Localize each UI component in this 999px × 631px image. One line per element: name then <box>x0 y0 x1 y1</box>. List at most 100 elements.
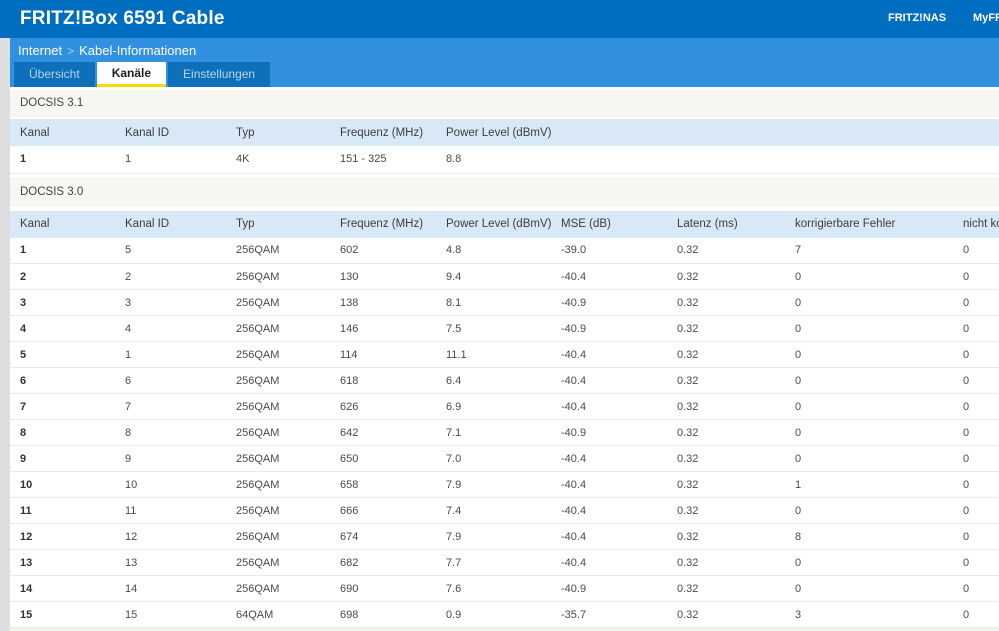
table-row: 7 7 256QAM 626 6.9 -40.4 0.32 0 0 <box>10 393 999 420</box>
cell: 4.8 <box>446 244 462 257</box>
cell: 0 <box>963 296 970 309</box>
table-row: 13 13 256QAM 682 7.7 -40.4 0.32 0 0 <box>10 549 999 576</box>
cell-kanal: 6 <box>20 374 27 387</box>
tab-uebersicht[interactable]: Übersicht <box>14 62 95 87</box>
table-row: 5 1 256QAM 114 11.1 -40.4 0.32 0 0 <box>10 341 999 368</box>
cell: 4K <box>236 153 250 166</box>
cell-kanal: 1 <box>20 153 27 166</box>
breadcrumb: Internet > Kabel-Informationen <box>10 38 999 62</box>
cell: 256QAM <box>236 452 280 465</box>
app-header: FRITZ!Box 6591 Cable FRITZ!NAS MyFRITZ! <box>0 0 999 38</box>
cell: 256QAM <box>236 426 280 439</box>
cell: 130 <box>340 270 359 283</box>
tab-kanaele[interactable]: Kanäle <box>96 62 167 87</box>
column-header: korrigierbare Fehler <box>795 218 896 230</box>
cell: 0 <box>963 504 970 517</box>
cell: 256QAM <box>236 478 280 491</box>
cell: 15 <box>125 608 138 621</box>
myfritz-link[interactable]: MyFRITZ! <box>973 12 999 24</box>
cell: -40.4 <box>561 556 587 569</box>
cell: 0 <box>795 374 802 387</box>
table-row: 1 5 256QAM 602 4.8 -39.0 0.32 7 0 <box>10 237 999 264</box>
cell: 0.32 <box>677 608 699 621</box>
cell: 7 <box>125 400 132 413</box>
cell-kanal: 15 <box>20 608 33 621</box>
cell: 0 <box>795 270 802 283</box>
cell: 8.8 <box>446 153 462 166</box>
cell: 0 <box>963 530 970 543</box>
cell: 8 <box>125 426 132 439</box>
column-header: Frequenz (MHz) <box>340 126 424 139</box>
main-card: Internet > Kabel-Informationen Übersicht Ka… <box>10 38 999 631</box>
cell: 698 <box>340 608 359 621</box>
cell: 256QAM <box>236 556 280 569</box>
cell: 6 <box>125 374 132 387</box>
cell: 256QAM <box>236 296 280 309</box>
app-title: FRITZ!Box 6591 Cable <box>20 8 225 29</box>
cell: 6.4 <box>446 374 462 387</box>
cell: 1 <box>125 153 132 166</box>
table-row: 8 8 256QAM 642 7.1 -40.9 0.32 0 0 <box>10 419 999 446</box>
cell: -40.4 <box>561 452 587 465</box>
cell: 256QAM <box>236 348 280 361</box>
fritznas-link[interactable]: FRITZ!NAS <box>888 12 947 24</box>
table-row: 15 15 64QAM 698 0.9 -35.7 0.32 3 0 <box>10 601 999 628</box>
docsis31-section-title: DOCSIS 3.1 <box>10 90 999 117</box>
column-header: Kanal <box>20 218 50 230</box>
cell: 0 <box>963 374 970 387</box>
cell: 0 <box>963 400 970 413</box>
breadcrumb-section[interactable]: Internet <box>18 43 63 58</box>
tab-einstellungen[interactable]: Einstellungen <box>168 62 271 87</box>
cell: 256QAM <box>236 400 280 413</box>
cell: 626 <box>340 400 359 413</box>
cell: 602 <box>340 244 359 257</box>
cell-kanal: 9 <box>20 452 27 465</box>
column-header: Latenz (ms) <box>677 218 738 230</box>
cell-kanal: 3 <box>20 296 27 309</box>
cell-kanal: 8 <box>20 426 27 439</box>
cell: 0 <box>963 244 970 257</box>
column-header: Frequenz (MHz) <box>340 218 424 230</box>
cell: 7 <box>795 244 802 257</box>
cell: 0.32 <box>677 374 699 387</box>
cell: 10 <box>125 478 138 491</box>
content-area: DOCSIS 3.1 Kanal Kanal ID Typ Frequenz (MHz… <box>10 87 999 631</box>
table-row: 2 2 256QAM 130 9.4 -40.4 0.32 0 0 <box>10 263 999 290</box>
cell: 0 <box>795 582 802 595</box>
table-header-row: Kanal Kanal ID Typ Frequenz (MHz) Power Leve… <box>10 210 999 238</box>
cell: 0 <box>963 348 970 361</box>
cell: 9 <box>125 452 132 465</box>
column-header: Power Level (dBmV) <box>446 218 551 230</box>
cell: 0 <box>963 608 970 621</box>
cell: 0 <box>963 322 970 335</box>
cell: 658 <box>340 478 359 491</box>
cell: 0.32 <box>677 556 699 569</box>
cell: 0.32 <box>677 244 699 257</box>
cell: 9.4 <box>446 270 462 283</box>
table-row: 11 11 256QAM 666 7.4 -40.4 0.32 0 0 <box>10 497 999 524</box>
cell: 64QAM <box>236 608 274 621</box>
table-row: 4 4 256QAM 146 7.5 -40.9 0.32 0 0 <box>10 315 999 342</box>
cell: -40.9 <box>561 296 587 309</box>
cell: 7.7 <box>446 556 462 569</box>
cell: 0 <box>963 556 970 569</box>
cell: 0.32 <box>677 400 699 413</box>
cell: 0 <box>963 426 970 439</box>
cell: 256QAM <box>236 270 280 283</box>
cell: 0.32 <box>677 296 699 309</box>
column-header: Kanal <box>20 126 50 139</box>
cell: 4 <box>125 322 132 335</box>
column-header: Typ <box>236 218 255 230</box>
tab-bar: Übersicht Kanäle Einstellungen <box>10 62 999 87</box>
cell-kanal: 5 <box>20 348 27 361</box>
table-row: 9 9 256QAM 650 7.0 -40.4 0.32 0 0 <box>10 445 999 472</box>
cell: 0 <box>795 322 802 335</box>
table-header-row: Kanal Kanal ID Typ Frequenz (MHz) Power Leve… <box>10 119 999 146</box>
cell: 7.0 <box>446 452 462 465</box>
cell: 0.32 <box>677 582 699 595</box>
cell-kanal: 14 <box>20 582 33 595</box>
cell: 0 <box>963 582 970 595</box>
cell: 14 <box>125 582 138 595</box>
cell: 6.9 <box>446 400 462 413</box>
table-row: 3 3 256QAM 138 8.1 -40.9 0.32 0 0 <box>10 289 999 316</box>
